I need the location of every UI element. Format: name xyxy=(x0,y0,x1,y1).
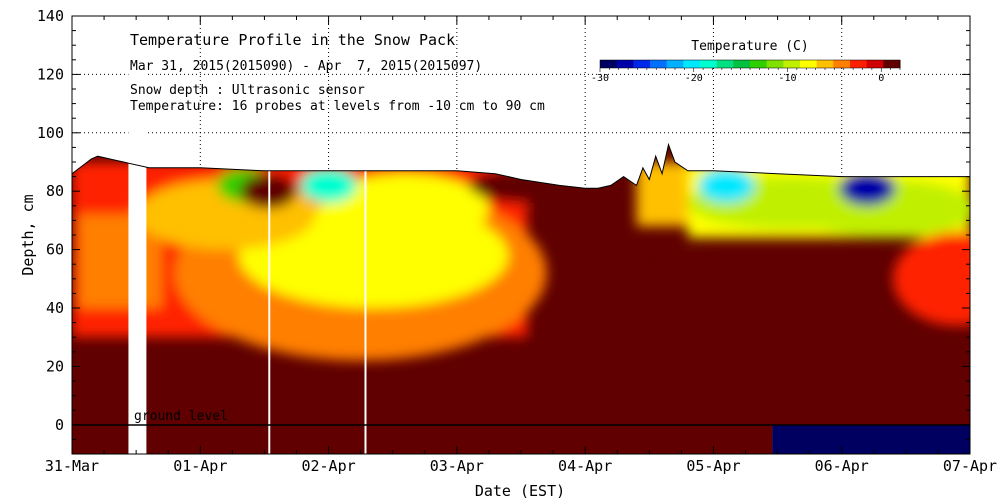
chart-subtitle: Mar 31, 2015(2015090) - Apr 7, 2015(2015… xyxy=(130,59,482,74)
legend-swatch xyxy=(650,60,668,68)
snow-temperature-field xyxy=(72,144,970,425)
x-tick-label: 02-Apr xyxy=(301,457,355,475)
x-axis: 31-Mar 01-Apr 02-Apr 03-Apr 04-Apr 05-Apr 06-A… xyxy=(45,16,997,475)
legend-tick-label: -20 xyxy=(685,73,703,84)
legend-swatch xyxy=(800,60,818,68)
legend-tick-label: -10 xyxy=(778,73,796,84)
soil-band-1 xyxy=(772,424,970,454)
thermal-surface-cold-02-apr-night xyxy=(300,167,357,203)
y-tick-label: 120 xyxy=(37,65,64,83)
legend-title: Temperature (C) xyxy=(691,39,808,54)
y-axis: 0 20 40 60 80 100 120 140 xyxy=(37,7,970,455)
legend-swatch xyxy=(850,60,868,68)
thermal-surface-cold-05-apr-night xyxy=(698,167,755,203)
legend-swatch xyxy=(766,60,784,68)
legend-swatch xyxy=(750,60,768,68)
red-patch xyxy=(649,258,727,329)
legend-swatch xyxy=(716,60,734,68)
chart-title: Temperature Profile in the Snow Pack xyxy=(130,31,455,49)
legend-tick-label: 0 xyxy=(878,73,884,84)
color-legend: Temperature (C) -30 -20 -10 0 xyxy=(591,39,901,84)
legend-tick-label: -30 xyxy=(591,73,609,84)
legend-color-bar xyxy=(599,59,901,69)
y-tick-label: 100 xyxy=(37,124,64,142)
legend-swatch xyxy=(666,60,684,68)
soil-band-0 xyxy=(72,424,773,454)
legend-ticks: -30 -20 -10 0 xyxy=(591,68,901,84)
x-tick-label: 04-Apr xyxy=(558,457,612,475)
note-snow-depth: Snow depth : Ultrasonic sensor xyxy=(130,83,365,98)
x-tick-label: 01-Apr xyxy=(173,457,227,475)
data-gap-1 xyxy=(268,16,271,454)
legend-swatch xyxy=(866,60,884,68)
thermal-surface-cold-06-apr-night xyxy=(839,170,896,206)
x-axis-label: Date (EST) xyxy=(475,482,565,500)
right-orange-lower xyxy=(893,232,970,326)
x-tick-label: 06-Apr xyxy=(815,457,869,475)
data-gaps xyxy=(128,16,367,454)
ground-level-label: ground level xyxy=(134,409,228,424)
y-tick-label: 0 xyxy=(55,416,64,434)
y-tick-label: 40 xyxy=(46,299,64,317)
note-temperature: Temperature: 16 probes at levels from -1… xyxy=(130,99,545,114)
legend-swatch xyxy=(633,60,651,68)
legend-swatch xyxy=(783,60,801,68)
legend-swatch xyxy=(816,60,834,68)
data-gap-2 xyxy=(364,16,367,454)
y-tick-label: 20 xyxy=(46,357,64,375)
legend-swatch xyxy=(733,60,751,68)
legend-swatch xyxy=(883,60,901,68)
y-axis-label: Depth, cm xyxy=(19,194,37,275)
legend-swatch xyxy=(600,60,618,68)
soil-temperature-field xyxy=(72,424,970,454)
y-tick-label: 140 xyxy=(37,7,64,25)
heatmap-area xyxy=(72,16,970,454)
y-tick-label: 60 xyxy=(46,241,64,259)
legend-swatch xyxy=(683,60,701,68)
x-tick-label: 05-Apr xyxy=(686,457,740,475)
cool-band-2 xyxy=(322,173,489,244)
snow-depth-line xyxy=(72,142,970,189)
x-tick-label: 07-Apr xyxy=(943,457,997,475)
x-tick-label: 03-Apr xyxy=(430,457,484,475)
x-tick-label: 31-Mar xyxy=(45,457,99,475)
data-gap-0 xyxy=(128,16,147,454)
legend-swatch xyxy=(833,60,851,68)
y-tick-label: 80 xyxy=(46,182,64,200)
dark-warm-4apr xyxy=(559,170,611,195)
legend-swatch xyxy=(700,60,718,68)
legend-swatch xyxy=(616,60,634,68)
